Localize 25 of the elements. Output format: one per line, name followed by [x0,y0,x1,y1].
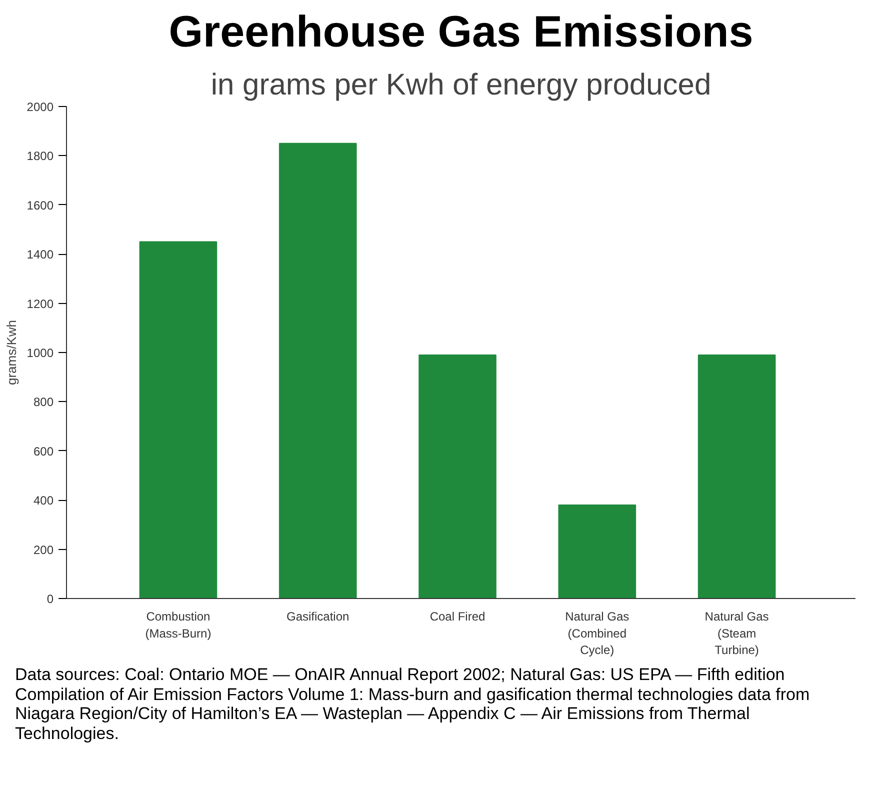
y-tick-label: 1400 [26,248,54,262]
y-tick-label: 1000 [26,346,54,360]
y-tick-label: 800 [33,395,54,410]
y-tick-label: 400 [33,494,54,508]
x-tick-label: Gasification [286,610,350,624]
chart-subtitle: in grams per Kwh of energy produced [210,68,712,102]
y-tick-label: 0 [46,592,54,606]
bar [278,142,357,598]
y-tick-label: 2000 [26,100,54,114]
x-tick-label: Coal Fired [430,610,486,624]
y-tick-label: 200 [33,542,54,557]
y-tick-label: 1600 [26,198,54,212]
y-axis-title: grams/Kwh [4,320,19,386]
x-tick-label: Natural Gas (Steam Turbine) [704,610,769,658]
bar [139,241,218,598]
chart-title: Greenhouse Gas Emissions [168,8,754,56]
bar [418,354,496,598]
text: Data sources: Coal: Ontario MOE — OnAIR Annual Report 2002; Natural Gas: US EPA — Fifth edition Compilation of Air Emission Factors Volume 1: Mass-burn and gasification thermal technologies data from Niagara Region/City of Hamilton’s EA — Wasteplan — Appendix C — Air Emissions from Thermal Technologies. [15,665,811,744]
bar [558,504,636,598]
y-tick-label: 1800 [26,149,54,164]
y-tick-label: 600 [33,444,54,458]
x-tick-label: Natural Gas (Combined Cycle) [565,610,630,658]
x-tick-label: Combustion (Mass-Burn) [145,610,212,640]
bar [698,354,776,598]
y-tick-label: 1200 [26,296,54,311]
